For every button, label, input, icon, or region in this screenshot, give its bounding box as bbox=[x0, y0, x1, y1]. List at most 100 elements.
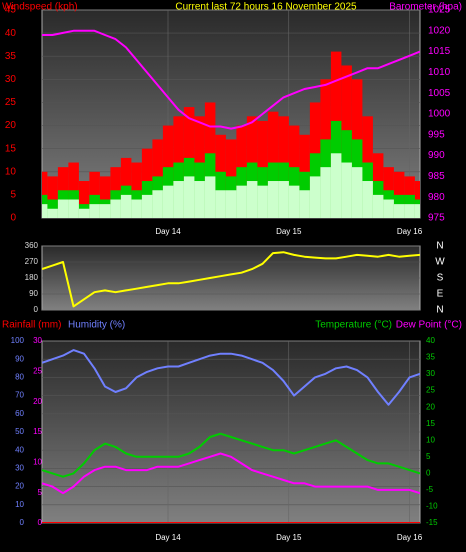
wind-bar bbox=[141, 194, 153, 218]
y-tick-label: 80 bbox=[15, 373, 24, 382]
y-tick-label: 40 bbox=[15, 445, 24, 454]
y-tick-label: 20 bbox=[5, 120, 17, 131]
x-tick-label: Day 15 bbox=[276, 533, 302, 542]
y-tick-label: 100 bbox=[11, 336, 25, 345]
plot bbox=[42, 349, 420, 523]
wind-bar bbox=[204, 176, 216, 218]
wind-bar bbox=[341, 162, 352, 218]
y-tick-label: 20 bbox=[15, 482, 24, 491]
legend-label: Temperature (°C) bbox=[315, 320, 392, 331]
y2-tick-label: 1015 bbox=[428, 46, 451, 57]
chart-title: Current last 72 hours 16 November 2025 bbox=[175, 2, 357, 13]
x-tick-label: Day 14 bbox=[155, 227, 181, 236]
panel: 0102030405060708090100-15-10-50510152025… bbox=[2, 320, 462, 542]
plot bbox=[42, 29, 420, 218]
wind-bar bbox=[330, 153, 342, 218]
wind-bar bbox=[89, 204, 100, 218]
y-tick-label: 35 bbox=[5, 51, 17, 62]
y2-tick-label: 10 bbox=[426, 435, 435, 444]
y2-tick-label: 0 bbox=[426, 468, 431, 477]
wind-bar bbox=[131, 199, 142, 218]
y2-tick-label: W bbox=[435, 257, 445, 268]
legend-label: Humidity (%) bbox=[68, 320, 125, 331]
series-line bbox=[42, 452, 420, 495]
y-tick-label: 40 bbox=[5, 28, 17, 39]
wind-bar bbox=[372, 194, 384, 218]
series-line bbox=[42, 432, 420, 478]
y2-tick-label: 1000 bbox=[428, 109, 451, 120]
y2-tick-label: N bbox=[436, 241, 443, 252]
y2-tick-label: 25 bbox=[426, 386, 435, 395]
y3-tick-label: 5 bbox=[38, 488, 43, 497]
series-line bbox=[42, 349, 420, 406]
y-tick-label: 10 bbox=[5, 166, 17, 177]
legend-label: Rainfall (mm) bbox=[2, 320, 61, 331]
wind-bar bbox=[99, 204, 111, 218]
y3-tick-label: 0 bbox=[38, 518, 43, 527]
y-tick-label: 10 bbox=[15, 500, 24, 509]
y2-tick-label: E bbox=[437, 289, 444, 300]
y2-tick-label: 1020 bbox=[428, 25, 451, 36]
y-tick-label: 90 bbox=[15, 354, 24, 363]
y2-tick-label: 20 bbox=[426, 402, 435, 411]
wind-bar bbox=[57, 199, 69, 218]
y2-tick-label: N bbox=[436, 305, 443, 316]
y-tick-label: 70 bbox=[15, 391, 24, 400]
y2-tick-label: 35 bbox=[426, 353, 435, 362]
y-tick-label: 0 bbox=[34, 305, 39, 314]
wind-bar bbox=[393, 204, 405, 218]
wind-bar bbox=[183, 176, 195, 218]
y2-tick-label: 975 bbox=[428, 213, 445, 224]
wind-bar bbox=[351, 167, 363, 218]
legend-label: Windspeed (kph) bbox=[2, 2, 78, 13]
wind-bar bbox=[42, 204, 48, 218]
wind-bar bbox=[215, 190, 226, 218]
wind-bar bbox=[152, 190, 163, 218]
y2-tick-label: 40 bbox=[426, 336, 435, 345]
y-tick-label: 30 bbox=[15, 464, 24, 473]
y2-tick-label: 30 bbox=[426, 369, 435, 378]
series-line bbox=[42, 29, 420, 130]
y2-tick-label: -15 bbox=[426, 518, 438, 527]
legend-label: Dew Point (°C) bbox=[396, 320, 462, 331]
y2-tick-label: -10 bbox=[426, 502, 438, 511]
wind-bar bbox=[47, 208, 58, 218]
wind-bar bbox=[246, 181, 258, 218]
y2-tick-label: 5 bbox=[426, 452, 431, 461]
y-tick-label: 50 bbox=[15, 427, 24, 436]
wind-bar bbox=[320, 167, 331, 218]
wind-bar bbox=[278, 181, 289, 218]
plot bbox=[42, 251, 420, 308]
wind-bar bbox=[225, 190, 237, 218]
wind-bar bbox=[267, 181, 279, 218]
wind-bar bbox=[362, 181, 373, 218]
wind-bar bbox=[78, 208, 90, 218]
y2-tick-label: S bbox=[437, 273, 444, 284]
y2-tick-label: 980 bbox=[428, 192, 445, 203]
wind-bar bbox=[47, 176, 58, 218]
y2-tick-label: 1025 bbox=[428, 5, 451, 16]
panel: 0510152025303540459759809859909951000100… bbox=[2, 2, 462, 236]
wind-bar bbox=[299, 190, 310, 218]
x-tick-label: Day 16 bbox=[397, 533, 423, 542]
y-tick-label: 5 bbox=[10, 190, 16, 201]
wind-bar bbox=[120, 194, 132, 218]
y-tick-label: 30 bbox=[5, 74, 17, 85]
wind-bar bbox=[110, 199, 121, 218]
y-tick-label: 0 bbox=[20, 518, 25, 527]
wind-bar bbox=[404, 204, 415, 218]
wind-bar bbox=[194, 181, 205, 218]
y-tick-label: 25 bbox=[5, 97, 17, 108]
y-tick-label: 270 bbox=[25, 257, 39, 266]
y-tick-label: 60 bbox=[15, 409, 24, 418]
y-tick-label: 180 bbox=[25, 273, 39, 282]
wind-bar bbox=[173, 181, 184, 218]
y2-tick-label: 1010 bbox=[428, 67, 451, 78]
x-tick-label: Day 16 bbox=[397, 227, 423, 236]
y-tick-label: 45 bbox=[5, 5, 17, 16]
wind-bar bbox=[99, 176, 111, 218]
wind-bar bbox=[257, 185, 268, 218]
y-tick-label: 90 bbox=[29, 289, 38, 298]
